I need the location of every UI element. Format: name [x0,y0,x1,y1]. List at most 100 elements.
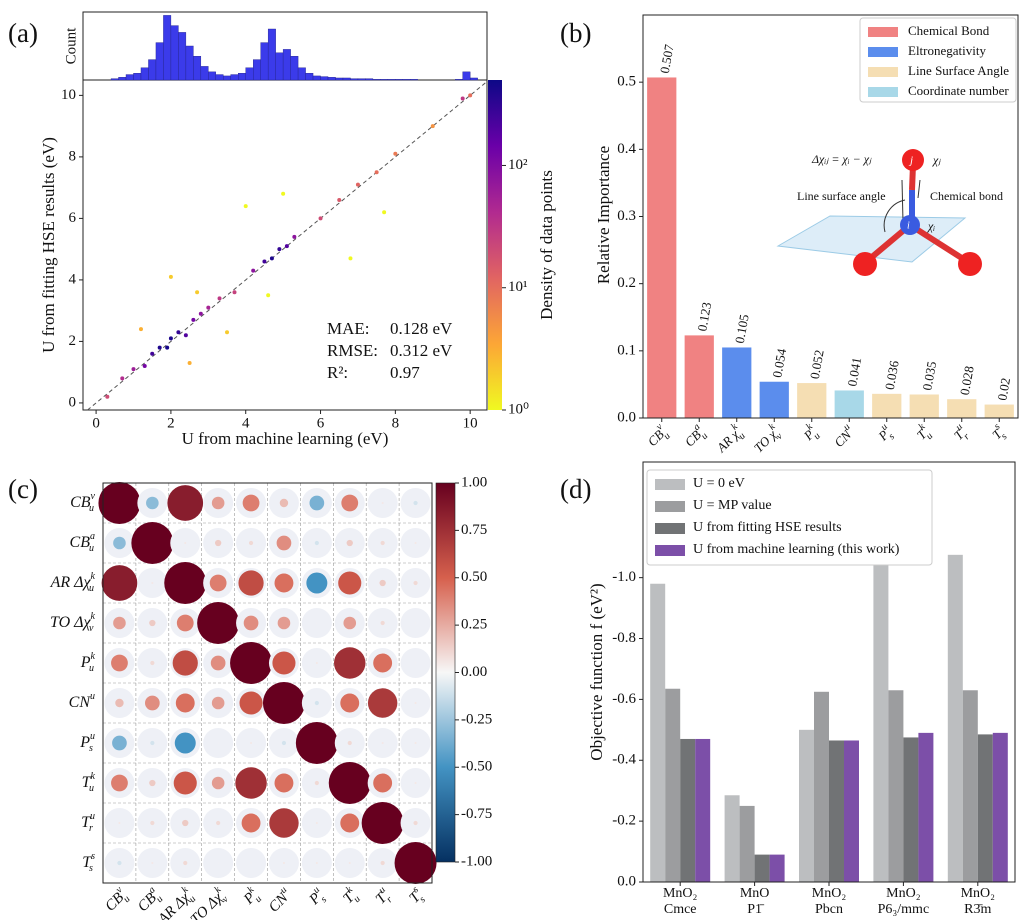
atom [900,215,920,235]
label-base: AR Δχ [50,574,92,591]
correlation-circle [131,522,174,564]
point [138,327,143,332]
colorbar-tick-label: 1.00 [461,474,487,490]
colorbar-tick-label: -0.25 [461,711,492,727]
bar [947,399,977,418]
correlation-circle [111,654,128,672]
correlation-circle [341,494,359,512]
y-tick-label: TO Δχk v [50,611,96,634]
correlation-circle [309,495,325,511]
label-sup: k [767,421,778,432]
colorbar [488,80,502,410]
correlation-circle [338,571,362,595]
correlation-circle [361,802,404,844]
label-sub: s [418,895,429,906]
label-sub: u [89,543,94,554]
label-sub: u [812,431,823,442]
x-tick-label: 8 [392,415,400,431]
label-sub: u [352,894,363,905]
correlation-circle [274,573,294,593]
point [191,317,196,322]
label-sup: k [91,571,96,582]
label-base: P [80,654,91,671]
correlation-circle [197,602,240,644]
point [165,345,170,350]
value-label: 0.105 [732,313,752,344]
histogram-bar [170,25,179,81]
x-tick-label: AR χku [711,421,749,459]
correlation-circle [380,540,385,546]
correlation-circle [175,693,195,713]
point [232,290,237,295]
point [382,210,387,215]
legend-box [859,17,1017,103]
label-sup: v [91,491,96,502]
correlation-circle [118,821,121,825]
label-sup: k [91,771,96,782]
bar [984,404,1014,418]
legend-swatch [868,87,898,97]
annotation: 0.97 [390,363,420,382]
correlation-circle [274,773,294,793]
label-sub: u [662,431,673,442]
correlation-circle [348,861,351,865]
label-sup: k [91,651,96,662]
histogram-bar [200,66,209,81]
histogram-bar [253,59,261,81]
point [251,268,256,273]
point [225,330,230,335]
point [195,290,200,295]
y-tick-label: Ts s [82,851,95,874]
y-tick-label: -0.2 [612,813,636,829]
correlation-circle [314,780,319,786]
y-tick-label: -0.4 [612,752,636,768]
value-label: 0.028 [957,365,977,396]
correlation-circle [172,650,198,676]
diagonal [87,81,488,411]
histogram-bar [312,75,321,81]
correlation-circle [262,682,305,724]
x-tick-label: P6₃/mmc [878,902,930,917]
colorbar-tick-label: 10⁰ [508,401,529,417]
bar [695,738,711,882]
correlation-circle [250,741,253,745]
histogram-bar [140,67,149,81]
label-sup: v [654,421,665,432]
histogram-bar [387,79,396,81]
correlation-circle [373,653,393,673]
y-tick-label: CBa u [70,531,95,554]
histogram-bar [155,42,164,81]
label-sup: k [246,884,257,895]
label-sub: s [89,743,93,754]
point [187,360,192,365]
bar [759,381,789,418]
histogram-bar [245,67,254,81]
correlation-circle [164,562,207,604]
histogram-bar [469,77,478,81]
correlation-circle [315,861,318,865]
x-tick-label: Tss [405,885,430,910]
x-tick-label: Tku [912,421,937,446]
label-sup: s [91,851,95,862]
correlation-circle [151,861,154,865]
y-tick-label: Tu r [81,811,95,834]
correlation-circle [146,496,159,510]
y-tick-label: -0.6 [612,691,636,707]
colorbar-tick-label: 0.75 [461,522,487,538]
histogram-bar [350,78,359,81]
x-tick-label: MnO₂ [663,886,698,901]
label-base: T [81,814,91,831]
histogram-bar [223,75,231,81]
x-tick-label: Tur [371,885,397,911]
bar [799,729,814,882]
y-tick-label: 10 [61,87,76,103]
bar [814,691,829,882]
point [284,244,289,249]
label-base: CN [69,694,92,711]
x-tick-label: CNu [829,422,857,450]
label-sup: a [691,422,702,433]
x-tick-label: Tku [338,884,364,910]
annotation: RMSE: [327,341,378,360]
histogram-bar [178,32,187,81]
histogram-bar [335,77,344,81]
